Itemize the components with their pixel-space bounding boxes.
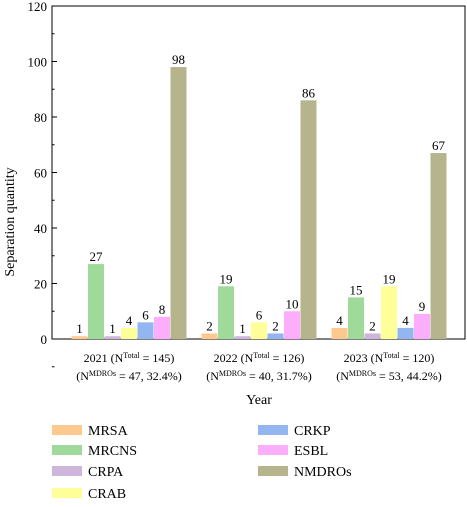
bar-crkp-2023: [397, 327, 414, 339]
legend-swatch-mrsa: [52, 425, 82, 435]
y-tick-label: 60: [34, 166, 47, 181]
x-tick-sup: MDROs: [219, 369, 246, 378]
bar-esbl-2022: [284, 311, 300, 339]
plot-frame: [51, 5, 466, 340]
data-label: 19: [220, 271, 233, 286]
data-label: 9: [419, 299, 426, 314]
data-label: 19: [383, 271, 396, 286]
bar-crpa-2023: [364, 333, 381, 339]
bar-crab-2021: [121, 327, 137, 339]
bar-mrsa-2023: [331, 327, 348, 339]
x-tick-sup: Total: [253, 351, 270, 360]
data-label: 1: [109, 321, 116, 336]
bar-esbl-2023: [414, 314, 430, 339]
x-tick-mdro: = 53, 44.2%): [376, 369, 442, 383]
legend-label-crpa: CRPA: [88, 465, 124, 480]
legend-label-esbl: ESBL: [294, 444, 328, 459]
bar-mrcns-2023: [348, 297, 364, 339]
x-tick-sup: Total: [123, 351, 140, 360]
bar-nmdros-2023: [430, 153, 447, 339]
bar-nmdros-2022: [300, 100, 317, 339]
x-tick-mdro: = 40, 31.7%): [246, 369, 312, 383]
bar-crab-2022: [251, 322, 267, 339]
x-tick-label: 2022 (NTotal = 126): [214, 351, 305, 365]
legend-swatch-esbl: [258, 445, 288, 455]
y-tick-label: 20: [34, 277, 47, 292]
legend-swatch-mrcns: [52, 445, 82, 455]
bar-esbl-2021: [154, 316, 170, 339]
bar-crkp-2021: [137, 322, 154, 339]
x-tick-sublabel: (NMDROs = 47, 32.4%): [76, 369, 182, 383]
bar-crab-2023: [381, 286, 397, 339]
y-axis-label: Separation quantity: [3, 167, 18, 276]
x-tick-mdro-prefix: (N: [76, 369, 89, 383]
data-label: 6: [256, 307, 263, 322]
bar-crpa-2022: [234, 336, 251, 339]
legend-label-mrsa: MRSA: [88, 424, 129, 439]
x-tick-year: 2023 (N: [344, 351, 384, 365]
y-tick-label: 80: [34, 110, 47, 125]
x-tick-label: 2021 (NTotal = 145): [84, 351, 175, 365]
bar-mrsa-2021: [71, 336, 88, 339]
x-tick-sup: MDROs: [89, 369, 116, 378]
data-label: 1: [239, 321, 246, 336]
data-label: 2: [369, 318, 376, 333]
x-axis-label: Year: [246, 393, 272, 408]
data-label: 4: [126, 313, 133, 328]
legend-swatch-crkp: [258, 425, 288, 435]
legend: MRSA MRCNS CRPA CRAB CRKP ESBL NMDROs: [52, 424, 352, 502]
x-tick-mdro-prefix: (N: [336, 369, 349, 383]
x-tick-sublabel: (NMDROs = 40, 31.7%): [206, 369, 312, 383]
x-tick-year: 2021 (N: [84, 351, 124, 365]
data-label: 15: [350, 282, 363, 297]
legend-swatch-nmdros: [258, 466, 288, 476]
bar-crkp-2022: [267, 333, 284, 339]
legend-label-crab: CRAB: [88, 487, 126, 502]
data-label: 4: [336, 313, 343, 328]
data-label: 27: [90, 249, 104, 264]
data-label: 10: [286, 296, 299, 311]
legend-label-nmdros: NMDROs: [294, 465, 352, 480]
x-tick-sublabel: (NMDROs = 53, 44.2%): [336, 369, 442, 383]
legend-label-mrcns: MRCNS: [88, 444, 137, 459]
y-tick-label: 100: [28, 55, 48, 70]
legend-swatch-crpa: [52, 466, 82, 476]
x-tick-mdro-prefix: (N: [206, 369, 219, 383]
bar-crpa-2021: [104, 336, 121, 339]
x-tick-mdro: = 47, 32.4%): [116, 369, 182, 383]
legend-label-crkp: CRKP: [294, 424, 331, 439]
x-tick-year: 2022 (N: [214, 351, 254, 365]
data-label: 86: [302, 85, 316, 100]
y-tick-label: 40: [34, 221, 47, 236]
bar-mrsa-2022: [201, 333, 218, 339]
bar-mrcns-2021: [88, 264, 104, 339]
data-label: 8: [159, 302, 166, 317]
data-label: 6: [142, 307, 149, 322]
data-label: 2: [206, 318, 213, 333]
bar-nmdros-2021: [170, 67, 187, 340]
data-label: 4: [402, 313, 409, 328]
y-tick-label: 120: [28, 0, 48, 14]
x-tick-total: = 120): [400, 351, 435, 365]
data-label: 1: [76, 321, 83, 336]
legend-swatch-crab: [52, 488, 82, 498]
y-tick-label: 0: [41, 332, 48, 347]
data-label: 98: [172, 52, 185, 67]
data-label: 67: [432, 138, 446, 153]
x-tick-total: = 126): [270, 351, 305, 365]
x-tick-sup: Total: [383, 351, 400, 360]
bar-mrcns-2022: [218, 286, 234, 339]
x-tick-sup: MDROs: [349, 369, 376, 378]
x-tick-label: 2023 (NTotal = 120): [344, 351, 435, 365]
x-tick-total: = 145): [140, 351, 175, 365]
data-label: 2: [272, 318, 279, 333]
